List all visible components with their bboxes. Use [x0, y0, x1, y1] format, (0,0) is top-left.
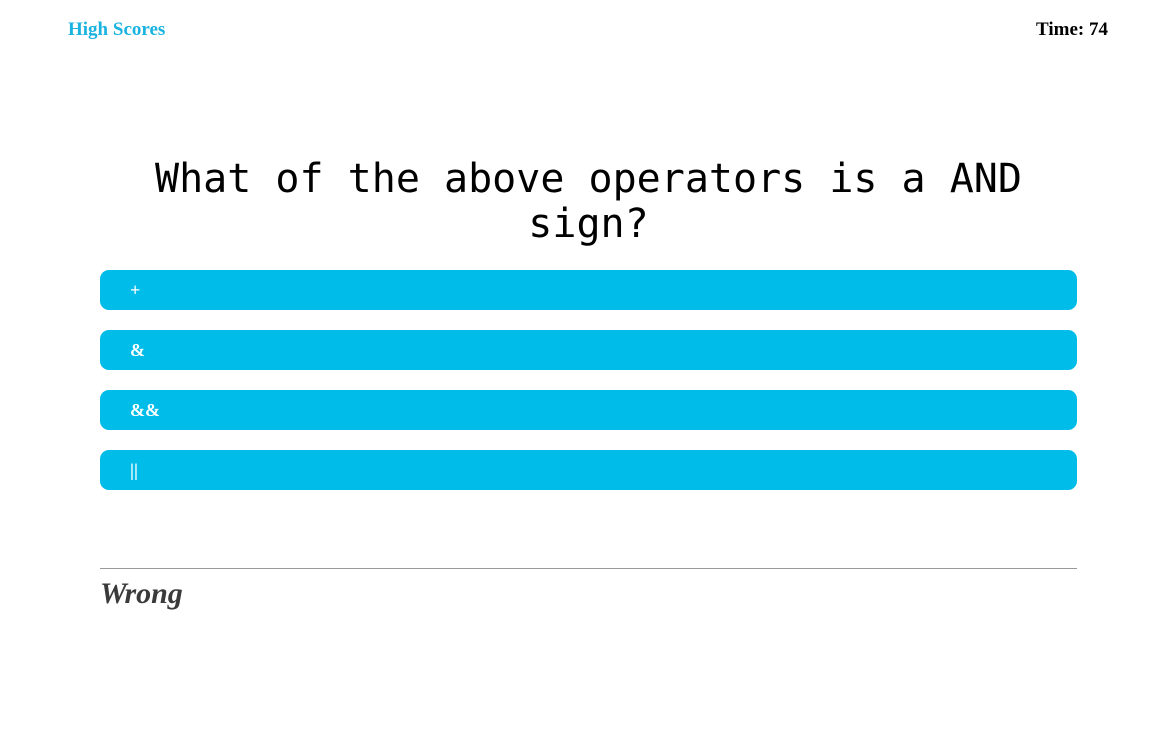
answer-item: & — [100, 330, 1077, 370]
top-bar: High Scores Time: 74 — [0, 0, 1153, 60]
answer-list: + & && || — [100, 270, 1077, 510]
answer-item: || — [100, 450, 1077, 490]
feedback-divider — [100, 568, 1077, 569]
timer: Time: 74 — [1036, 19, 1108, 40]
answer-item: && — [100, 390, 1077, 430]
answer-item: + — [100, 270, 1077, 310]
question-text: What of the above operators is a AND sig… — [155, 156, 1022, 247]
high-scores-link[interactable]: High Scores — [68, 19, 166, 40]
answer-button-2[interactable]: & — [100, 330, 1077, 370]
answer-button-3[interactable]: && — [100, 390, 1077, 430]
answer-button-4[interactable]: || — [100, 450, 1077, 490]
answer-feedback: Wrong — [100, 577, 183, 610]
answer-button-1[interactable]: + — [100, 270, 1077, 310]
